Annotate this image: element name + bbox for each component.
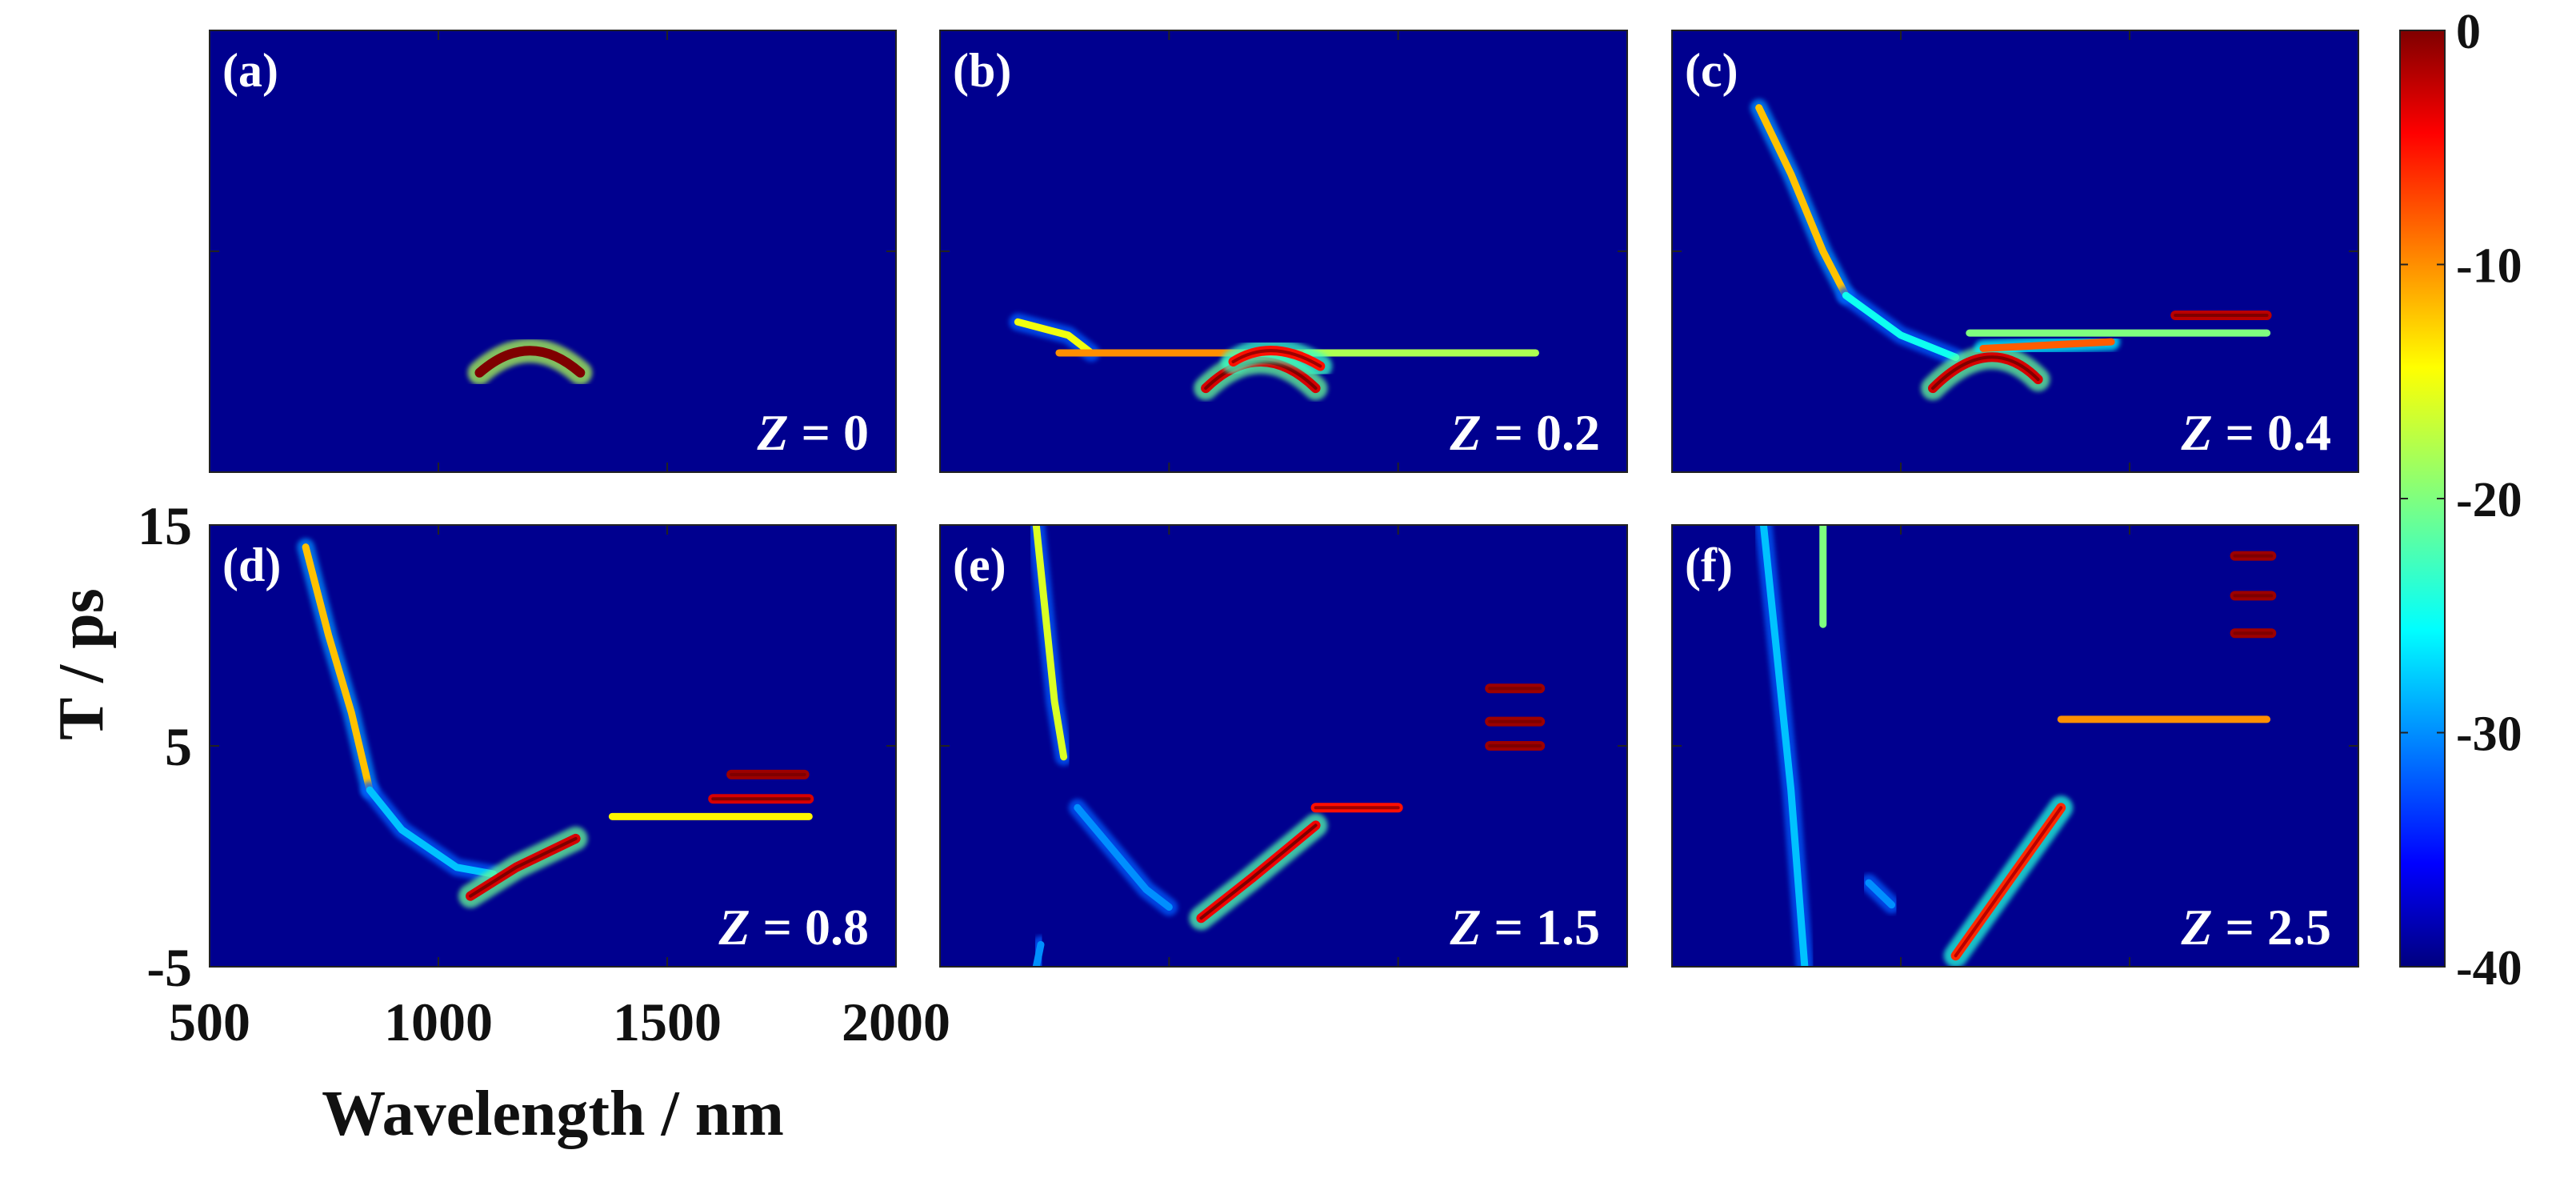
- panel-label: (e): [953, 539, 1006, 591]
- panel-label: (c): [1685, 44, 1738, 97]
- panel-label: (d): [222, 539, 281, 591]
- y-tick-label: -5: [146, 937, 192, 998]
- spectral-features: [1754, 525, 2284, 967]
- z-value: = 2.5: [2213, 899, 2331, 956]
- panel-grid: (a) Z = 0 (b) Z = 0.2 (c) Z = 0.4 (d) Z = 0.8 50…: [138, 30, 2359, 1052]
- y-tick-label: 5: [165, 716, 192, 777]
- z-label: Z = 0.2: [1449, 404, 1600, 461]
- panel-label: (f): [1685, 539, 1733, 591]
- panel-background: [1672, 30, 2358, 472]
- feature-core: [478, 349, 582, 375]
- feature-core: [1231, 349, 1322, 368]
- feature-core: [1931, 355, 2040, 391]
- feature-core: [1954, 806, 2063, 958]
- colorbar: 0 -10 -20 -30 -40: [2399, 5, 2522, 996]
- feature-ridge: [1074, 803, 1173, 911]
- panel-c: (c) Z = 0.4: [1671, 30, 2359, 473]
- z-value: = 1.5: [1482, 899, 1600, 956]
- z-symbol: Z: [1449, 899, 1481, 956]
- z-symbol: Z: [2180, 404, 2212, 461]
- spectral-features: [1009, 313, 1545, 401]
- feature-core: [469, 836, 578, 898]
- x-tick-label: 1000: [384, 992, 493, 1052]
- y-axis-title: T / ps: [46, 588, 117, 740]
- z-symbol: Z: [2180, 899, 2212, 956]
- panel-background: [940, 30, 1627, 472]
- feature-ridge: [1032, 940, 1045, 967]
- panel-a: (a) Z = 0: [209, 30, 897, 473]
- feature-ridge: [1755, 104, 1850, 299]
- panel-d: (d) Z = 0.8 500 1000 1500 2000 -5 5 15: [138, 495, 950, 1052]
- colorbar-tick-label: -10: [2456, 239, 2522, 294]
- z-value: = 0.2: [1482, 404, 1600, 461]
- z-symbol: Z: [718, 899, 750, 956]
- z-label: Z = 0.8: [718, 899, 869, 956]
- z-symbol: Z: [756, 404, 788, 461]
- x-tick-label: 1500: [613, 992, 722, 1052]
- z-symbol: Z: [1449, 404, 1481, 461]
- y-tick-label: 15: [138, 495, 192, 556]
- panel-label: (a): [222, 44, 278, 97]
- feature-ridge: [1842, 291, 1960, 361]
- z-label: Z = 0.4: [2180, 404, 2331, 461]
- colorbar-ticks: 0 -10 -20 -30 -40: [2400, 5, 2522, 996]
- panel-e: (e) Z = 1.5: [939, 524, 1628, 968]
- x-tick-label: 2000: [842, 992, 950, 1052]
- panel-f: (f) Z = 2.5: [1671, 524, 2359, 968]
- panel-label: (b): [953, 44, 1011, 97]
- feature-ridge: [1032, 525, 1068, 761]
- feature-ridge: [1979, 338, 2115, 352]
- panel-b: (b) Z = 0.2: [939, 30, 1628, 473]
- colorbar-tick-label: -30: [2456, 707, 2522, 762]
- z-value: = 0.4: [2213, 404, 2331, 461]
- x-tick-label: 500: [169, 992, 250, 1052]
- feature-ridge: [1759, 525, 1809, 967]
- spectral-features: [1027, 525, 1553, 967]
- feature-ridge: [302, 543, 374, 794]
- feature-ridge: [1865, 879, 1896, 909]
- z-value: = 0: [789, 404, 869, 461]
- z-label: Z = 0: [756, 404, 869, 461]
- colorbar-tick-label: 0: [2456, 5, 2481, 59]
- spectral-features: [467, 339, 593, 385]
- axes-text: T / ps Wavelength / nm: [46, 588, 784, 1149]
- colorbar-tick-label: -40: [2456, 941, 2522, 996]
- spectral-features: [297, 538, 822, 908]
- colorbar-tick-label: -20: [2456, 473, 2522, 527]
- x-axis-title: Wavelength / nm: [322, 1079, 784, 1149]
- panel-background: [210, 30, 896, 472]
- z-label: Z = 2.5: [2180, 899, 2331, 956]
- feature-ridge: [366, 786, 498, 878]
- z-value: = 0.8: [750, 899, 869, 956]
- spectral-features: [1750, 98, 2279, 401]
- feature-core: [1199, 823, 1318, 920]
- z-label: Z = 1.5: [1449, 899, 1600, 956]
